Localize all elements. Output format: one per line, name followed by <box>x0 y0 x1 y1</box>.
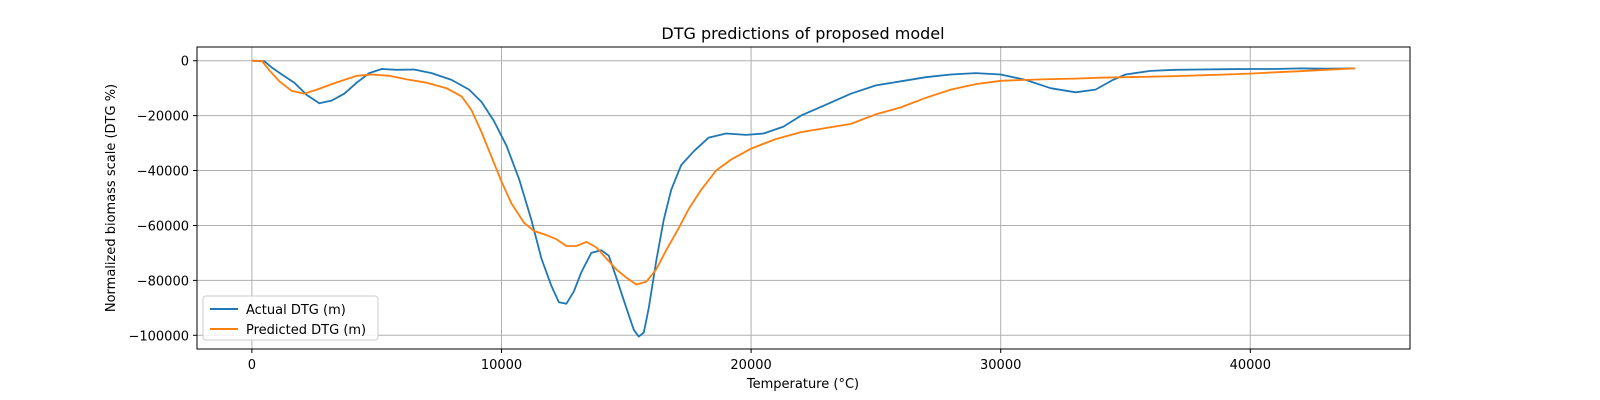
y-tick-label: −80000 <box>137 274 189 289</box>
plot-area <box>196 46 1411 350</box>
x-tick-label: 10000 <box>481 358 522 373</box>
legend-label-actual: Actual DTG (m) <box>246 303 346 318</box>
x-tick-label: 20000 <box>730 358 771 373</box>
series-line-predicted <box>251 59 1356 286</box>
x-axis: 0 10000 20000 30000 40000 <box>248 349 1271 373</box>
y-tick-label: −20000 <box>137 110 189 125</box>
chart-title: DTG predictions of proposed model <box>661 24 944 43</box>
series-layer <box>251 59 1356 338</box>
x-tick-label: 30000 <box>980 358 1021 373</box>
legend-label-predicted: Predicted DTG (m) <box>246 323 366 338</box>
legend: Actual DTG (m) Predicted DTG (m) <box>202 295 379 341</box>
x-tick-label: 0 <box>248 358 256 373</box>
y-tick-label: −100000 <box>128 329 189 344</box>
y-axis-label: Normalized biomass scale (DTG %) <box>104 84 119 312</box>
legend-box <box>202 295 379 341</box>
x-tick-label: 40000 <box>1230 358 1271 373</box>
y-tick-label: 0 <box>181 55 189 70</box>
series-line-actual <box>251 59 1356 338</box>
x-axis-label: Temperature (°C) <box>746 377 859 392</box>
y-tick-label: −60000 <box>137 220 189 235</box>
y-tick-label: −40000 <box>137 165 189 180</box>
y-axis: 0 −20000 −40000 −60000 −80000 −100000 <box>128 55 197 344</box>
grid-lines <box>197 47 1410 349</box>
